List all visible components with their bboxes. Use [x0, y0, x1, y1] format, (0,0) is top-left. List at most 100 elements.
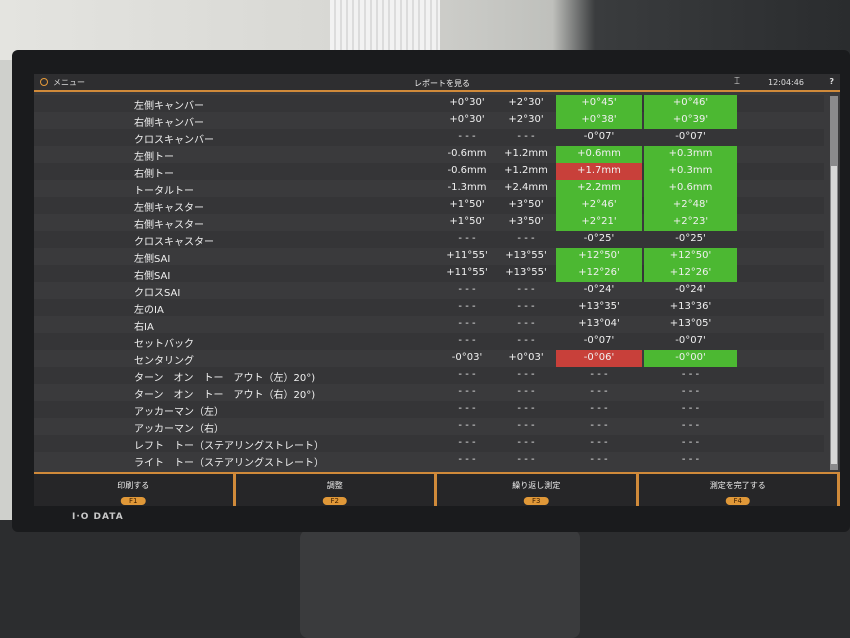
menu-icon: [40, 78, 48, 86]
row-label: 左のIA: [134, 305, 164, 316]
row-label: 右側トー: [134, 169, 174, 180]
max-value: - - -: [517, 437, 535, 448]
before-value: +2.2mm: [556, 180, 642, 197]
after-value: -0°25': [675, 233, 706, 244]
max-value: +0°03': [508, 352, 544, 363]
before-value: - - -: [590, 454, 608, 465]
min-value: +11°55': [446, 250, 488, 261]
min-value: -0.6mm: [447, 148, 487, 159]
after-value: - - -: [681, 420, 700, 431]
function-button-f3[interactable]: 繰り返し測定 F3: [437, 474, 639, 506]
top-bar: メニュー レポートを見る ⌶ 12:04:46 ?: [34, 74, 840, 92]
before-value: +0°38': [556, 112, 642, 129]
row-label: 左側SAI: [134, 254, 171, 265]
table-row: アッカーマン（右） - - - - - - - - - - - -: [34, 418, 824, 435]
before-value: +2°46': [556, 197, 642, 214]
before-value: +0°45': [556, 95, 642, 112]
row-label: 左側キャスター: [134, 203, 204, 214]
page-title: レポートを見る: [414, 79, 470, 88]
function-button-f2[interactable]: 調整 F2: [236, 474, 437, 506]
function-button-label: 測定を完了する: [709, 481, 766, 490]
row-label: ライト トー（ステアリングストレート）: [134, 458, 324, 469]
function-button-f1[interactable]: 印刷する F1: [34, 474, 236, 506]
after-value: +2°23': [644, 214, 737, 231]
min-value: - - -: [458, 131, 476, 142]
table-row: 左側キャスター +1°50' +3°50' +2°46' +2°48': [34, 197, 824, 214]
max-value: +13°55': [505, 250, 547, 261]
table-row: セットバック - - - - - - -0°07' -0°07': [34, 333, 824, 350]
max-value: +1.2mm: [504, 148, 548, 159]
after-value: +13°05': [669, 318, 712, 329]
max-value: +2°30': [508, 97, 544, 108]
min-value: -1.3mm: [447, 182, 487, 193]
scrollbar[interactable]: [830, 96, 838, 470]
max-value: +2.4mm: [504, 182, 548, 193]
table-row: クロスSAI - - - - - - -0°24' -0°24': [34, 282, 824, 299]
row-label: 左側キャンバー: [134, 101, 204, 112]
max-value: - - -: [517, 403, 535, 414]
before-value: - - -: [590, 403, 608, 414]
min-value: - - -: [458, 403, 476, 414]
monitor-brand: I·O DATA: [72, 512, 124, 522]
before-value: +12°50': [556, 248, 642, 265]
min-value: +0°30': [449, 114, 485, 125]
table-row: 左側SAI +11°55' +13°55' +12°50' +12°50': [34, 248, 824, 265]
row-label: 右側キャンバー: [134, 118, 204, 129]
table-row: 左のIA - - - - - - +13°35' +13°36': [34, 299, 824, 316]
min-value: +11°55': [446, 267, 488, 278]
table-row: 右側SAI +11°55' +13°55' +12°26' +12°26': [34, 265, 824, 282]
min-value: - - -: [458, 420, 476, 431]
min-value: - - -: [458, 284, 476, 295]
row-label: セットバック: [134, 339, 194, 350]
after-value: +0°39': [644, 112, 737, 129]
after-value: -0°24': [675, 284, 706, 295]
min-value: - - -: [458, 318, 476, 329]
min-value: - - -: [458, 369, 476, 380]
min-value: +0°30': [449, 97, 485, 108]
text-cursor-icon: ⌶: [734, 76, 740, 87]
min-value: - - -: [458, 301, 476, 312]
table-row: 右側キャンバー +0°30' +2°30' +0°38' +0°39': [34, 112, 824, 129]
window-blinds: [330, 0, 440, 55]
max-value: - - -: [517, 131, 535, 142]
menu-button[interactable]: メニュー: [34, 77, 85, 88]
max-value: +1.2mm: [504, 165, 548, 176]
after-value: -0°00': [644, 350, 737, 367]
max-value: - - -: [517, 335, 535, 346]
max-value: - - -: [517, 233, 535, 244]
before-value: +1.7mm: [556, 163, 642, 180]
row-label: アッカーマン（左）: [134, 407, 224, 418]
scrollbar-thumb[interactable]: [831, 166, 837, 464]
table-row: ターン オン トー アウト（左）20°) - - - - - - - - - - - -: [34, 367, 824, 384]
row-label: クロスキャスター: [134, 237, 214, 248]
before-value: +0.6mm: [556, 146, 642, 163]
function-key-bar: 印刷する F1 調整 F2 繰り返し測定 F3 測定を完了する F4: [34, 472, 840, 506]
max-value: - - -: [517, 454, 535, 465]
function-button-label: 繰り返し測定: [512, 481, 561, 490]
before-value: +13°04': [578, 318, 620, 329]
after-value: -0°07': [675, 335, 706, 346]
function-key-badge: F3: [524, 497, 549, 505]
before-value: -0°06': [556, 350, 642, 367]
before-value: - - -: [590, 420, 608, 431]
table-row: トータルトー -1.3mm +2.4mm +2.2mm +0.6mm: [34, 180, 824, 197]
table-row: 左側トー -0.6mm +1.2mm +0.6mm +0.3mm: [34, 146, 824, 163]
after-value: +12°26': [644, 265, 737, 282]
before-value: -0°24': [583, 284, 615, 295]
help-button[interactable]: ?: [829, 77, 834, 86]
max-value: +3°50': [508, 216, 544, 227]
after-value: +2°48': [644, 197, 737, 214]
before-value: -0°07': [583, 335, 615, 346]
before-value: - - -: [590, 437, 608, 448]
row-label: 左側トー: [134, 152, 174, 163]
row-label: センタリング: [134, 356, 194, 367]
table-row: ターン オン トー アウト（右）20°) - - - - - - - - - - - -: [34, 384, 824, 401]
function-button-f4[interactable]: 測定を完了する F4: [639, 474, 840, 506]
monitor-stand: [300, 530, 580, 638]
after-value: +0.3mm: [644, 146, 737, 163]
row-label: ターン オン トー アウト（左）20°): [134, 373, 316, 384]
after-value: +12°50': [644, 248, 737, 265]
after-value: - - -: [681, 403, 700, 414]
max-value: - - -: [517, 420, 535, 431]
after-value: +13°36': [669, 301, 712, 312]
